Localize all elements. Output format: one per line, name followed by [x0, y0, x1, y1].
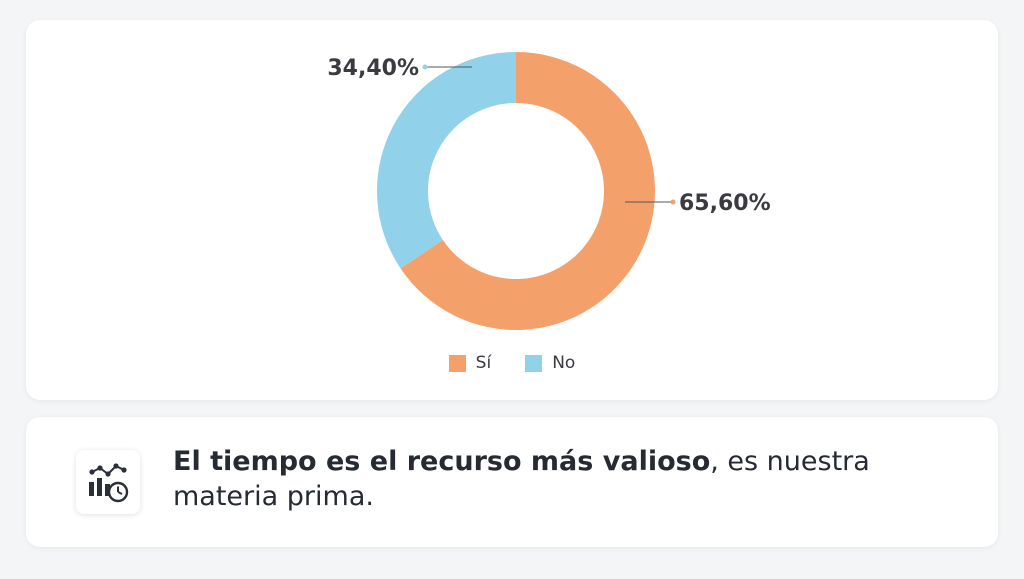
slice-si[interactable] [400, 52, 655, 330]
slice-label-no: 34,40% [327, 56, 419, 81]
legend-item-si[interactable]: Sí [448, 353, 492, 373]
info-card: El tiempo es el recurso más valioso, es … [26, 417, 998, 547]
legend-label-si: Sí [475, 353, 492, 373]
statement-rest: , es nuestra materia prima. [173, 446, 870, 512]
statement-text: El tiempo es el recurso más valioso, es … [173, 444, 973, 514]
slice-no[interactable] [376, 52, 516, 269]
leader-dot-1 [422, 64, 428, 70]
chart-card: 65,60% 34,40% Sí No [26, 20, 998, 400]
legend-label-no: No [552, 353, 576, 373]
legend-swatch-no [525, 354, 543, 372]
slice-label-si: 65,60% [679, 191, 771, 216]
donut-chart: 65,60% 34,40% [327, 52, 771, 330]
statement-bold: El tiempo es el recurso más valioso [173, 446, 711, 477]
chart-legend: Sí No [26, 353, 998, 373]
chart-clock-icon [76, 450, 140, 514]
legend-item-no[interactable]: No [525, 353, 575, 373]
leader-dot-0 [670, 199, 676, 205]
legend-swatch-si [448, 354, 466, 372]
